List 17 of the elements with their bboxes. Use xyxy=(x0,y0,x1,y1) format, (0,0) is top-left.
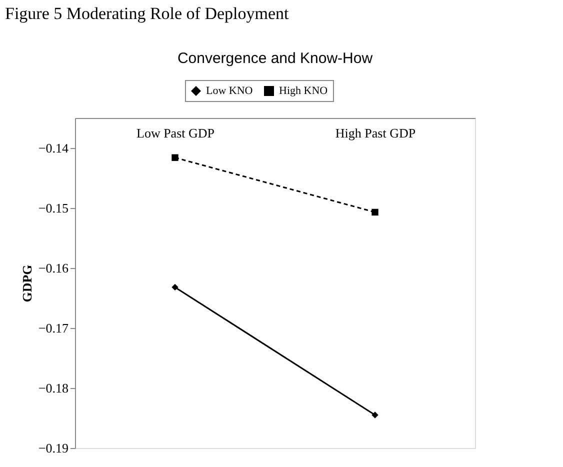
point xyxy=(172,284,178,291)
caption: Figure 5 Moderating Role of Deployment xyxy=(5,4,290,23)
y-tick-label: −0.19 xyxy=(38,440,68,456)
point xyxy=(172,154,178,161)
y-axis-title: GDPG xyxy=(19,264,34,302)
y-tick-label: −0.14 xyxy=(38,140,69,156)
x-tick-label: Low Past GDP xyxy=(136,126,215,140)
y-tick-label: −0.17 xyxy=(38,320,69,336)
point xyxy=(372,412,378,418)
legend-label: Low KNO xyxy=(206,85,253,97)
legend-label: High KNO xyxy=(279,85,328,97)
x-tick-label: High Past GDP xyxy=(335,126,416,140)
point xyxy=(372,208,378,216)
chart-title: Convergence and Know-How xyxy=(177,50,373,67)
y-tick-label: −0.16 xyxy=(38,260,69,276)
y-tick-label: −0.18 xyxy=(38,380,68,396)
y-tick-label: −0.15 xyxy=(38,200,68,216)
